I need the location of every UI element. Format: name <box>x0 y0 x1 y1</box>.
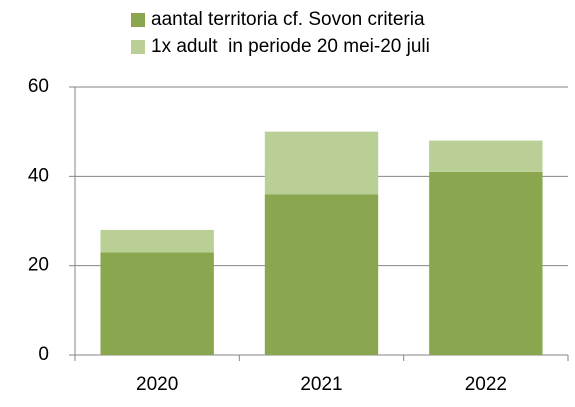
bar-segment <box>429 171 543 355</box>
bar-segment <box>429 140 543 172</box>
bar-segment <box>100 229 214 253</box>
legend-label: 1x adult in periode 20 mei-20 juli <box>151 36 430 57</box>
y-tick-label: 40 <box>28 165 49 186</box>
legend-swatch <box>131 40 145 54</box>
bar-segment <box>264 131 379 195</box>
bar-segment <box>264 194 379 355</box>
y-tick-label: 0 <box>38 344 49 365</box>
legend-swatch <box>131 13 145 27</box>
y-tick-label: 60 <box>28 76 49 97</box>
y-tick-label: 20 <box>28 255 49 276</box>
x-tick-label: 2021 <box>300 374 342 395</box>
x-tick-label: 2020 <box>136 374 178 395</box>
bar-segment <box>100 252 214 355</box>
x-tick-label: 2022 <box>465 374 507 395</box>
legend-label: aantal territoria cf. Sovon criteria <box>151 9 425 30</box>
